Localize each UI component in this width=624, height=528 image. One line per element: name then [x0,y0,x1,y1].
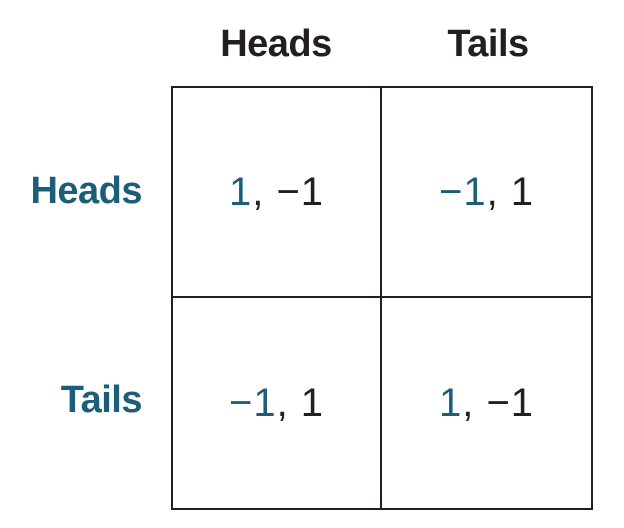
cell-heads-tails: −1, 1 [382,88,591,298]
cell-tails-tails: 1, −1 [382,298,591,508]
payoff-player-one: 1 [438,380,463,425]
payoff-separator: , [462,380,487,425]
payoff-player-two: −1 [276,169,325,214]
column-header-tails: Tails [447,23,529,65]
payoff-separator: , [276,380,301,425]
payoff-player-two: −1 [486,380,535,425]
payoff-player-one: 1 [228,169,253,214]
payoff-player-two: 1 [510,169,535,214]
payoff-separator: , [252,169,277,214]
payoff-player-one: −1 [438,169,487,214]
payoff-player-two: 1 [300,380,325,425]
column-header-heads: Heads [220,23,332,65]
payoff-separator: , [486,169,511,214]
cell-tails-heads: −1, 1 [173,298,382,508]
payoff-player-one: −1 [228,380,277,425]
row-header-tails: Tails [60,379,143,421]
cell-heads-heads: 1, −1 [173,88,382,298]
row-header-heads: Heads [30,170,142,212]
payoff-matrix-grid: 1, −1 −1, 1 −1, 1 1, −1 [171,86,593,510]
